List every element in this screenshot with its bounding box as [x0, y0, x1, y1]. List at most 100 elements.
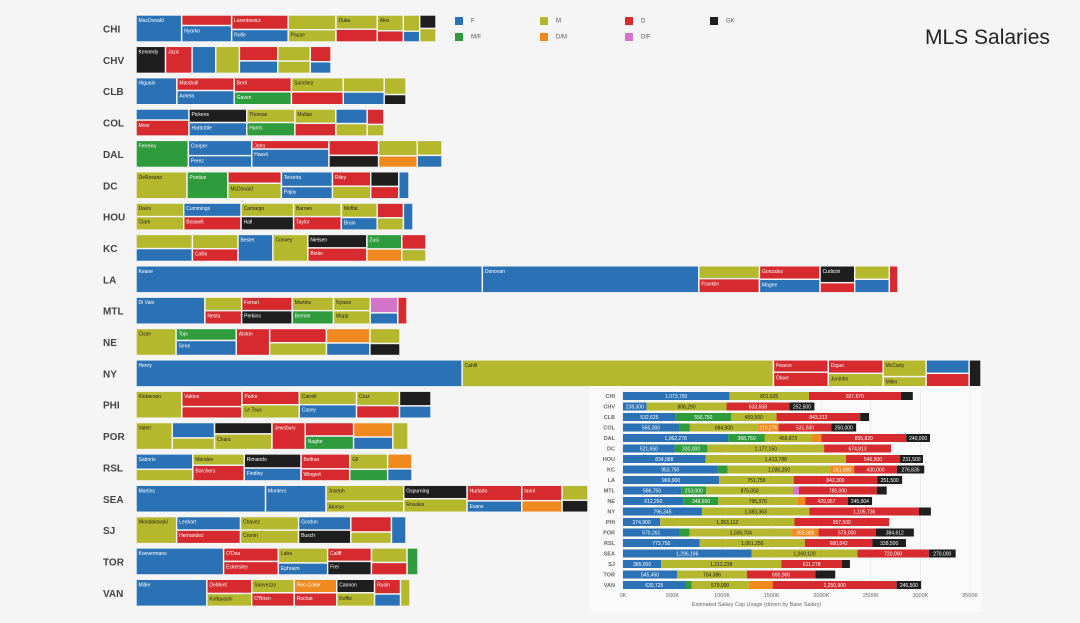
- bar-row: SJ 385,000 1,212,238 611,278: [608, 560, 850, 568]
- player-label: Clark: [139, 220, 151, 226]
- treemap-cell: [854, 278, 891, 294]
- bar-value-label: 796,345: [653, 510, 671, 516]
- player-label: Digao: [831, 363, 844, 369]
- x-tick-label: 500K: [666, 593, 679, 599]
- bar-value-label: 545,450: [641, 573, 659, 579]
- bar-segment: [623, 560, 662, 568]
- player-label: Henry: [139, 363, 153, 369]
- player-label: Marshall: [179, 81, 198, 87]
- treemap-cell: [135, 139, 190, 169]
- treemap-cell: [383, 93, 407, 106]
- bar-segment: [623, 465, 718, 474]
- player-label: Rusin: [377, 582, 390, 588]
- team-row: NE Cisse Tojo Sene Alston: [103, 327, 401, 357]
- player-label: Parke: [244, 394, 257, 400]
- bar-row: VAN 630,725 579,000 1,250,900 246,500: [604, 581, 922, 589]
- team-tick-label: RSL: [604, 541, 616, 547]
- legend-label: D: [641, 18, 646, 25]
- x-tick-label: 3000K: [912, 593, 928, 599]
- legend-item: F: [455, 17, 475, 25]
- player-label: Cannon: [339, 582, 357, 588]
- bar-segment: [900, 392, 913, 400]
- treemap-cell: [521, 499, 563, 513]
- bar-value-label: 953,750: [661, 468, 679, 474]
- bar-value-label: 240,000: [909, 436, 927, 442]
- player-label: Martins: [139, 488, 156, 494]
- bar-segment: [623, 444, 675, 453]
- treemap-cell: [135, 14, 183, 43]
- player-label: Barnes: [296, 206, 312, 212]
- team-row: DAL Ferreira Cooper Perez John Hassli: [103, 139, 443, 169]
- player-label: Cooper: [191, 143, 208, 149]
- legend-label: M: [556, 18, 561, 25]
- treemap-cell: [135, 578, 208, 607]
- legend-swatch: [625, 17, 633, 25]
- bar-segment: [900, 455, 923, 463]
- player-label: Berti: [237, 81, 247, 87]
- legend-swatch: [540, 33, 548, 41]
- treemap-cell: [401, 233, 427, 251]
- player-label: Convey: [275, 237, 292, 243]
- x-tick-label: 2500K: [863, 593, 879, 599]
- bar-value-label: 633,658: [749, 405, 767, 411]
- bar-segment: [623, 570, 678, 579]
- legend-label: D/M: [556, 34, 567, 41]
- player-label: Rolfe: [234, 33, 246, 39]
- player-label: Cummings: [186, 206, 210, 212]
- treemap-cell: [376, 30, 405, 43]
- bar-segment: [674, 444, 708, 453]
- team-row: VAN Miller DeMerit Koltayashi Sanvezzo O'Brie…: [103, 578, 411, 608]
- player-label: Gordon: [301, 520, 318, 526]
- treemap-cell: [392, 421, 409, 451]
- treemap-cell: [561, 484, 589, 501]
- player-label: Cudicini: [823, 269, 841, 275]
- treemap-cell: [135, 547, 225, 576]
- bar-segment: [707, 444, 825, 453]
- player-label: Olave: [776, 375, 789, 381]
- treemap-cell: [215, 45, 241, 75]
- player-label: Eckersley: [226, 564, 248, 570]
- bar-segment: [623, 581, 686, 589]
- player-label: Busch: [301, 533, 315, 539]
- bar-value-label: 385,000: [633, 562, 651, 568]
- legend-label: GK: [726, 18, 735, 25]
- bar-value-label: 338,500: [880, 541, 898, 547]
- player-label: Pontius: [190, 175, 207, 181]
- treemap-cell: [171, 437, 216, 451]
- bar-segment: [798, 486, 877, 495]
- team-row: POR Valeri Chara Jewsbury Nagbe: [103, 421, 409, 451]
- player-label: Hassli: [254, 152, 268, 158]
- player-label: Evans: [470, 504, 484, 510]
- x-tick-label: 3500K: [962, 593, 978, 599]
- bar-value-label: 611,278: [803, 562, 821, 568]
- player-label: Koltayashi: [209, 597, 232, 603]
- bar-segment: [717, 465, 728, 474]
- team-label: SEA: [103, 495, 124, 506]
- team-label: CHI: [103, 25, 120, 36]
- x-axis-label: Estimated Salary Cap Usage (driven by Ba…: [692, 602, 821, 608]
- team-label: POR: [103, 432, 125, 443]
- player-label: Arrieta: [179, 94, 194, 100]
- treemap-cell: [888, 265, 899, 294]
- treemap-cell: [366, 123, 385, 137]
- treemap-cell: [401, 248, 427, 263]
- player-label: Hall: [244, 220, 253, 226]
- bar-value-label: 250,000: [835, 426, 853, 432]
- bar-row: HOU 834,088 1,413,788 546,500 231,500: [603, 455, 923, 463]
- treemap-cell: [277, 45, 312, 62]
- player-label: Montero: [268, 488, 287, 494]
- treemap-cell: [342, 76, 385, 93]
- player-label: Moffat: [344, 206, 358, 212]
- player-label: Collin: [195, 252, 208, 258]
- bar-segment: [660, 518, 795, 526]
- bar-segment: [748, 581, 773, 589]
- bar-value-label: 875,050: [741, 489, 759, 495]
- treemap-cell: [238, 45, 279, 62]
- treemap-cell: [325, 327, 371, 344]
- team-row: HOU Davis Clark Cummings Boswell Camargo Hall B…: [103, 202, 414, 231]
- bar-segment: [805, 497, 848, 505]
- treemap-cell: [561, 499, 589, 513]
- player-label: Di Vaio: [139, 300, 155, 306]
- treemap-cell: [377, 155, 418, 169]
- player-label: Morales: [195, 457, 213, 463]
